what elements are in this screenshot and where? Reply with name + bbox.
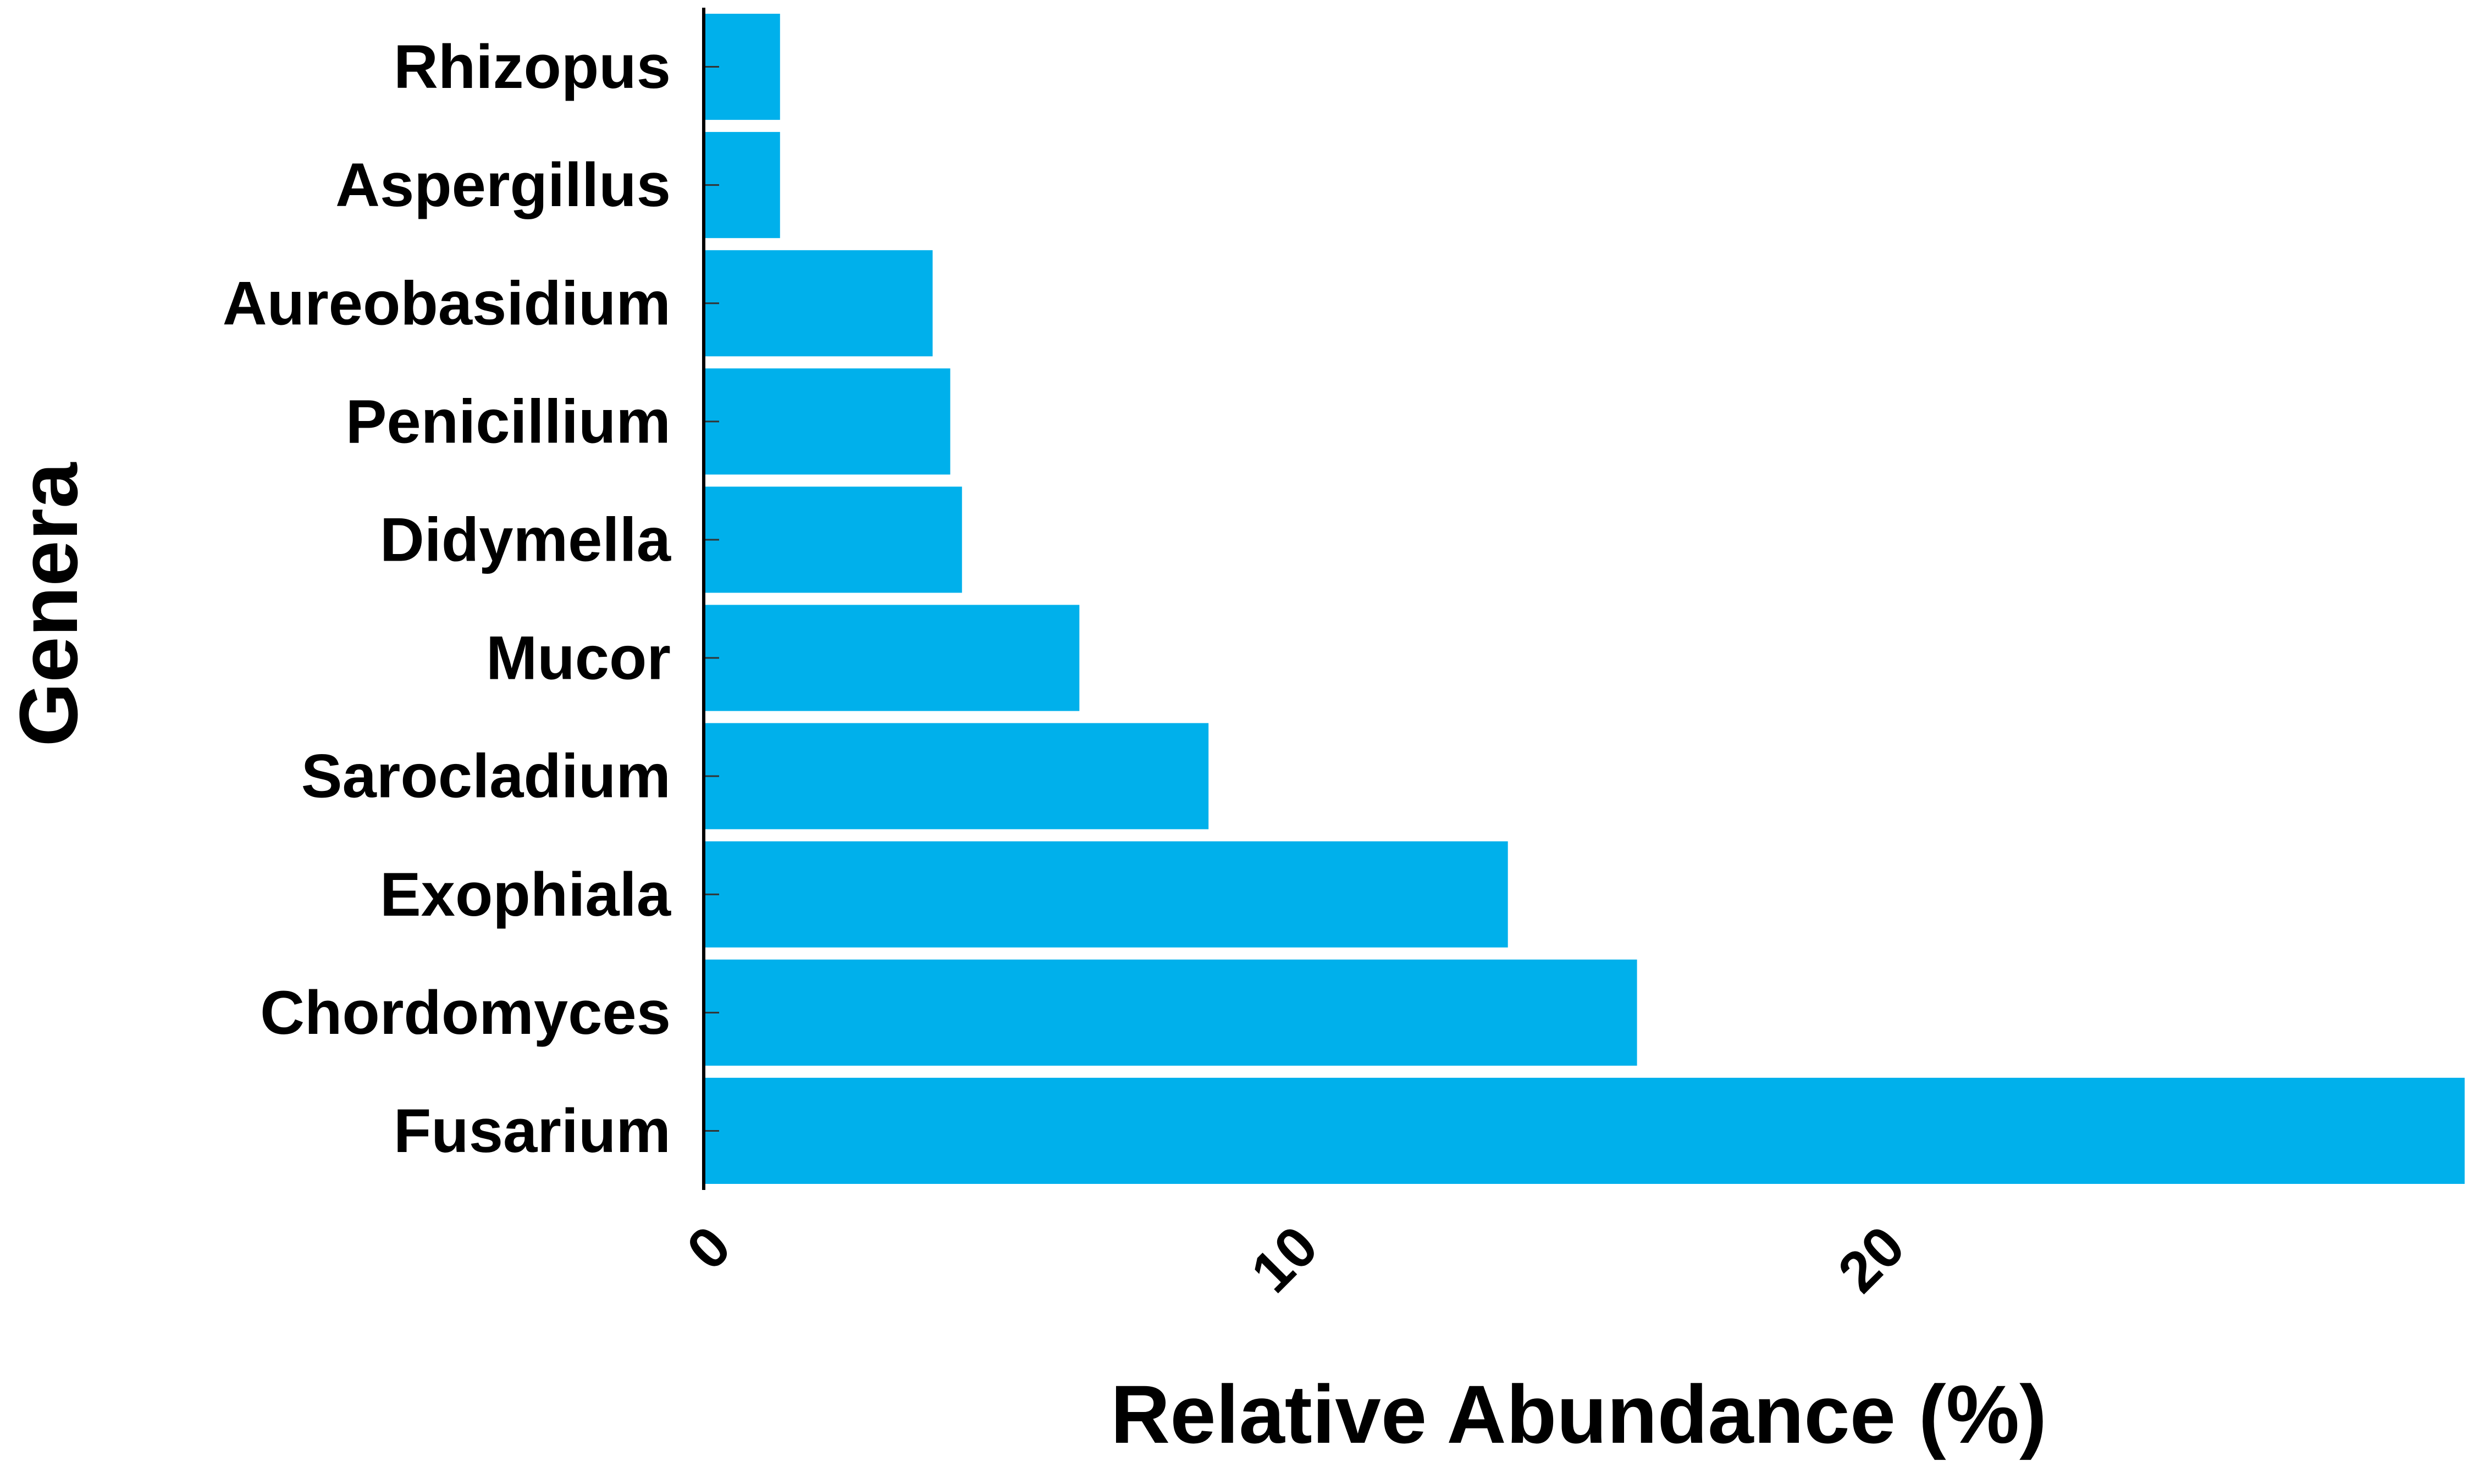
x-tick-label: 0 xyxy=(675,1214,743,1282)
bar-penicillium xyxy=(704,368,951,475)
bar-aureobasidium xyxy=(704,250,933,357)
bar-chordomyces xyxy=(704,959,1637,1066)
bar-mucor xyxy=(704,605,1080,711)
category-label-aspergillus: Aspergillus xyxy=(335,151,671,219)
y-axis-title: Genera xyxy=(2,462,95,747)
category-ticks xyxy=(704,66,719,1132)
bars-group xyxy=(704,14,2465,1184)
bar-didymella xyxy=(704,486,962,593)
x-tick-label: 10 xyxy=(1239,1214,1330,1305)
category-label-didymella: Didymella xyxy=(380,505,671,574)
category-label-fusarium: Fusarium xyxy=(394,1097,671,1165)
category-label-rhizopus: Rhizopus xyxy=(394,32,671,101)
category-label-aureobasidium: Aureobasidium xyxy=(223,269,671,337)
category-label-chordomyces: Chordomyces xyxy=(260,978,671,1047)
x-tick-label: 20 xyxy=(1826,1214,1917,1305)
category-labels: Rhizopus Aspergillus Aureobasidium Penicill… xyxy=(223,32,671,1165)
category-label-exophiala: Exophiala xyxy=(380,860,671,929)
category-label-penicillium: Penicillium xyxy=(346,387,671,456)
category-label-mucor: Mucor xyxy=(486,624,671,693)
category-label-sarocladium: Sarocladium xyxy=(301,742,671,811)
bar-sarocladium xyxy=(704,723,1209,829)
bar-fusarium xyxy=(704,1077,2465,1184)
x-axis-title: Relative Abundance (%) xyxy=(1111,1368,2047,1460)
x-tick-labels: 0 10 20 xyxy=(675,1214,1917,1305)
bar-exophiala xyxy=(704,841,1508,948)
